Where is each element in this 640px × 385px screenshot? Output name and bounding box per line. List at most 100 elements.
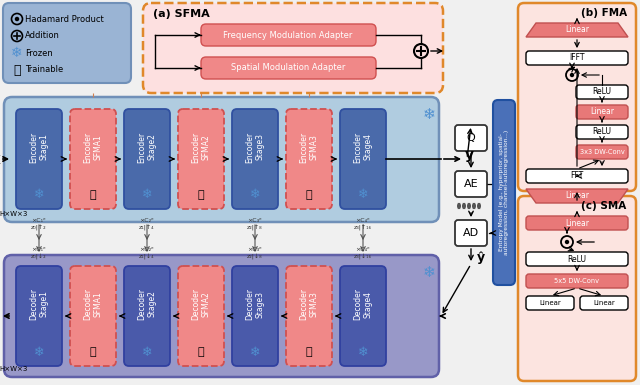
Text: 🔥: 🔥 (198, 347, 204, 357)
Text: (b) FMA: (b) FMA (581, 8, 627, 18)
Text: ×C₁ᵉ
z₀|↑₂: ×C₁ᵉ z₀|↑₂ (31, 218, 47, 230)
Text: ❄: ❄ (250, 189, 260, 201)
Text: Decoder
Stage3: Decoder Stage3 (245, 288, 265, 320)
Text: ❄: ❄ (141, 189, 152, 201)
FancyBboxPatch shape (462, 202, 466, 210)
Text: ×C₃ᵉ
z₂|↓₈: ×C₃ᵉ z₂|↓₈ (247, 247, 263, 259)
Text: 🔥: 🔥 (306, 347, 312, 357)
FancyBboxPatch shape (286, 109, 332, 209)
Text: 5x5 DW-Conv: 5x5 DW-Conv (554, 278, 600, 284)
Text: 🔥: 🔥 (90, 190, 96, 200)
Text: H×W×3: H×W×3 (0, 366, 28, 372)
FancyBboxPatch shape (576, 105, 628, 119)
Text: ×C₂ᵉ
z₁|↓₄: ×C₂ᵉ z₁|↓₄ (139, 247, 155, 259)
FancyBboxPatch shape (455, 171, 487, 197)
FancyBboxPatch shape (178, 109, 224, 209)
FancyBboxPatch shape (340, 109, 386, 209)
FancyBboxPatch shape (201, 57, 376, 79)
FancyBboxPatch shape (286, 266, 332, 366)
Text: AE: AE (464, 179, 478, 189)
FancyBboxPatch shape (232, 266, 278, 366)
Polygon shape (526, 23, 628, 37)
Text: ŷ: ŷ (477, 251, 485, 264)
Text: Q: Q (467, 133, 476, 143)
FancyBboxPatch shape (70, 266, 116, 366)
Text: FFT: FFT (570, 171, 584, 181)
Text: Addition: Addition (25, 32, 60, 40)
FancyBboxPatch shape (455, 220, 487, 246)
Text: 🔥: 🔥 (306, 190, 312, 200)
FancyBboxPatch shape (467, 202, 471, 210)
Text: ❄: ❄ (11, 46, 23, 60)
FancyBboxPatch shape (16, 109, 62, 209)
FancyBboxPatch shape (457, 202, 461, 210)
FancyBboxPatch shape (201, 24, 376, 46)
Text: Linear: Linear (590, 107, 614, 117)
Text: Frozen: Frozen (25, 49, 52, 57)
Text: Decoder
SFMA3: Decoder SFMA3 (300, 288, 319, 320)
FancyBboxPatch shape (526, 296, 574, 310)
Text: ×C₂ᵉ
z₁|↑₄: ×C₂ᵉ z₁|↑₄ (139, 218, 155, 230)
FancyBboxPatch shape (518, 3, 636, 191)
FancyBboxPatch shape (70, 109, 116, 209)
Text: Encoder
Stage2: Encoder Stage2 (138, 131, 157, 162)
FancyBboxPatch shape (576, 125, 628, 139)
Text: Spatial Modulation Adapter: Spatial Modulation Adapter (231, 64, 345, 72)
Text: Trainable: Trainable (25, 65, 63, 75)
FancyBboxPatch shape (143, 3, 443, 93)
FancyBboxPatch shape (526, 216, 628, 230)
FancyBboxPatch shape (340, 266, 386, 366)
Text: ×C₁ᵉ
z₀|↓₂: ×C₁ᵉ z₀|↓₂ (31, 247, 47, 259)
FancyBboxPatch shape (124, 266, 170, 366)
Text: y: y (465, 148, 474, 162)
FancyBboxPatch shape (493, 100, 515, 285)
FancyBboxPatch shape (232, 109, 278, 209)
FancyBboxPatch shape (580, 296, 628, 310)
Text: Encoder
Stage3: Encoder Stage3 (245, 131, 265, 162)
Text: Linear: Linear (539, 300, 561, 306)
FancyBboxPatch shape (526, 51, 628, 65)
Text: Encoder
Stage4: Encoder Stage4 (353, 131, 372, 162)
Text: Linear: Linear (565, 25, 589, 35)
Text: (c) SMA: (c) SMA (581, 201, 627, 211)
Text: Encoder
SFMA1: Encoder SFMA1 (83, 131, 102, 162)
FancyBboxPatch shape (477, 202, 481, 210)
Text: ❄: ❄ (34, 189, 44, 201)
FancyBboxPatch shape (3, 3, 131, 83)
Text: ×C₃ᵉ
z₂|↑₈: ×C₃ᵉ z₂|↑₈ (247, 218, 263, 230)
Text: (a) SFMA: (a) SFMA (153, 9, 210, 19)
FancyBboxPatch shape (576, 85, 628, 99)
Text: Decoder
Stage1: Decoder Stage1 (29, 288, 49, 320)
Polygon shape (526, 189, 628, 203)
Text: ❄: ❄ (34, 345, 44, 358)
FancyBboxPatch shape (472, 202, 476, 210)
Text: ❄: ❄ (250, 345, 260, 358)
Text: IFFT: IFFT (569, 54, 585, 62)
FancyBboxPatch shape (576, 145, 628, 159)
Text: ×C₄ᵉ
z₃|↑₁₆: ×C₄ᵉ z₃|↑₁₆ (354, 218, 372, 230)
FancyBboxPatch shape (526, 274, 628, 288)
FancyBboxPatch shape (178, 266, 224, 366)
FancyBboxPatch shape (4, 255, 439, 377)
Text: ×C₄ᵉ
z₃|↓₁₆: ×C₄ᵉ z₃|↓₁₆ (354, 247, 372, 259)
Text: 🔥: 🔥 (198, 190, 204, 200)
Text: ❄: ❄ (422, 265, 435, 280)
Text: Linear: Linear (565, 191, 589, 201)
Text: Encoder
Stage1: Encoder Stage1 (29, 131, 49, 162)
FancyBboxPatch shape (4, 97, 439, 222)
Text: AD: AD (463, 228, 479, 238)
Text: Encoder
SFMA2: Encoder SFMA2 (191, 131, 211, 162)
Text: Hadamard Product: Hadamard Product (25, 15, 104, 23)
FancyBboxPatch shape (526, 169, 628, 183)
Text: Linear: Linear (565, 219, 589, 228)
Text: Decoder
SFMA2: Decoder SFMA2 (191, 288, 211, 320)
Circle shape (570, 74, 573, 77)
Text: H×W×3: H×W×3 (0, 211, 28, 217)
Text: ❄: ❄ (141, 345, 152, 358)
Text: x: x (0, 152, 1, 166)
Text: ❄: ❄ (422, 107, 435, 122)
Text: ❄: ❄ (358, 345, 368, 358)
Text: Entropy Model (e.g., hyperprior, spatial-
autoregression, channel-autoregression: Entropy Model (e.g., hyperprior, spatial… (499, 129, 509, 254)
FancyBboxPatch shape (455, 125, 487, 151)
Circle shape (566, 241, 568, 243)
